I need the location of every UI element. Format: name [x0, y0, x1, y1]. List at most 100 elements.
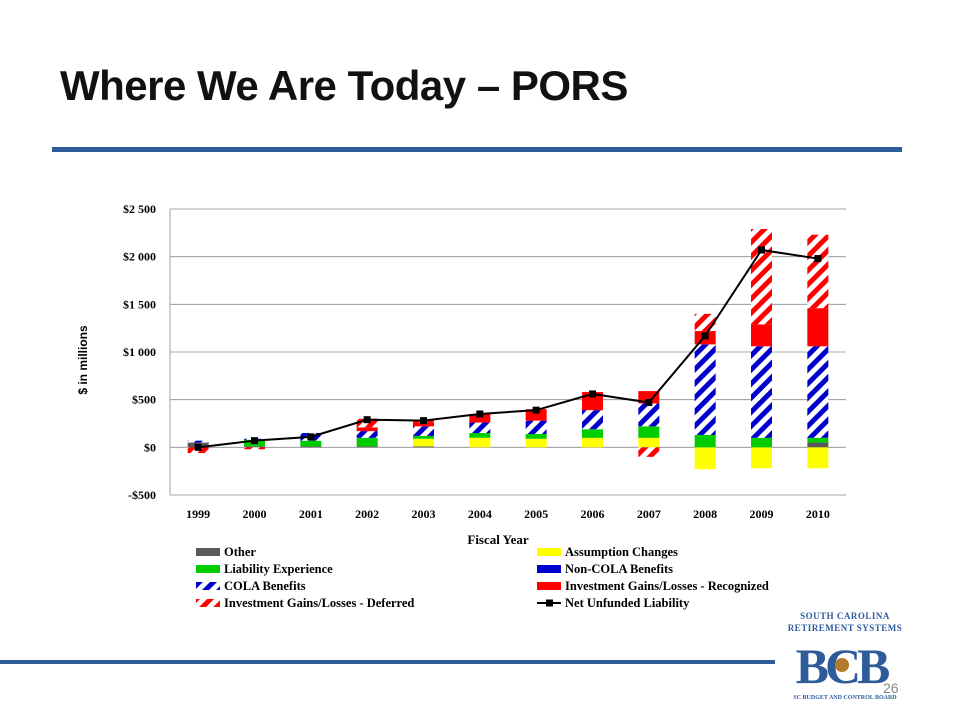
bar-segment	[694, 344, 716, 435]
net-line-marker	[251, 437, 258, 445]
net-line-marker	[645, 399, 653, 407]
bar-segment	[807, 447, 829, 469]
bar-segment	[807, 308, 829, 347]
bar-segment	[356, 437, 378, 447]
legend-label: Investment Gains/Losses - Recognized	[565, 579, 769, 593]
bar-segment	[469, 433, 491, 438]
x-tick-label: 2010	[806, 507, 830, 521]
bar-segment	[694, 313, 716, 332]
y-tick-label: $0	[144, 440, 156, 454]
bar-segment	[413, 435, 434, 439]
bar-segment	[694, 447, 716, 470]
bar-segment	[187, 440, 209, 443]
legend-swatch	[196, 548, 220, 556]
legend-label: Non-COLA Benefits	[565, 562, 673, 576]
legend-swatch	[196, 599, 220, 607]
bar-segment	[413, 422, 434, 427]
x-tick-label: 2001	[299, 507, 323, 521]
bar-segment	[469, 437, 491, 448]
bar-segment	[582, 392, 603, 411]
title-divider	[52, 147, 902, 152]
bar-segment	[356, 427, 378, 432]
legend-label: Investment Gains/Losses - Deferred	[224, 596, 414, 610]
bar-segment	[300, 440, 322, 447]
page-number: 26	[883, 680, 899, 696]
gridlines	[169, 208, 846, 496]
net-line-marker	[307, 433, 315, 441]
bar-segment	[413, 446, 434, 448]
y-tick-label: $2 000	[123, 250, 156, 264]
bar-segment	[244, 447, 265, 450]
scrs-bcb-logo: SOUTH CAROLINA RETIREMENT SYSTEMS BCB SC…	[788, 611, 903, 701]
x-axis-label: Fiscal Year	[467, 532, 528, 547]
bar-segment	[413, 426, 434, 436]
x-tick-label: 2006	[581, 507, 605, 521]
footer-divider	[0, 660, 775, 664]
x-tick-label: 2004	[468, 507, 492, 521]
logo-line2: RETIREMENT SYSTEMS	[788, 623, 903, 633]
x-tick-label: 2007	[637, 507, 661, 521]
bar-segment	[582, 410, 603, 430]
bar-segment	[638, 391, 660, 404]
y-tick-label: -$500	[128, 488, 156, 502]
y-axis-label: $ in millions	[76, 325, 90, 395]
bar-segment	[582, 429, 603, 438]
x-tick-label: 2005	[524, 507, 548, 521]
bar-segment	[300, 446, 322, 448]
x-tick-label: 2008	[693, 507, 717, 521]
legend-swatch	[537, 548, 561, 556]
net-line-marker	[758, 246, 765, 254]
x-tick-label: 2002	[355, 507, 379, 521]
logo-line3: SC BUDGET AND CONTROL BOARD	[793, 695, 897, 701]
y-tick-label: $500	[132, 393, 156, 407]
slide-title: Where We Are Today – PORS	[60, 62, 628, 109]
bar-segment	[356, 431, 378, 438]
legend: Other Assumption Changes Liability Experie…	[196, 545, 769, 610]
bar-segment	[807, 442, 829, 448]
net-line-marker	[814, 255, 822, 263]
y-tick-label: $1 000	[123, 345, 156, 359]
x-tick-label: 2009	[750, 507, 774, 521]
y-tick-label: $1 500	[123, 297, 156, 311]
state-emblem-icon	[835, 658, 849, 672]
net-line-path	[198, 248, 818, 449]
net-line-marker	[420, 417, 427, 425]
bar-segment	[751, 229, 772, 325]
legend-swatch	[537, 582, 561, 590]
bar-segment	[638, 437, 660, 448]
legend-swatch	[537, 565, 561, 573]
legend-label: COLA Benefits	[224, 579, 306, 593]
bar-segment	[469, 422, 491, 434]
bars	[187, 229, 829, 470]
net-line-marker	[194, 443, 202, 451]
bar-segment	[694, 434, 716, 448]
bar-segment	[582, 437, 603, 448]
legend-swatch	[196, 582, 220, 590]
bar-segment	[525, 433, 547, 439]
bar-segment	[751, 447, 772, 469]
net-line-marker	[476, 410, 484, 418]
legend-label: Net Unfunded Liability	[565, 596, 690, 610]
bar-segment	[638, 447, 660, 457]
legend-swatch	[196, 565, 220, 573]
legend-label: Assumption Changes	[565, 545, 678, 559]
legend-label: Liability Experience	[224, 562, 333, 576]
net-line-marker	[701, 332, 709, 340]
bar-segment	[807, 346, 829, 438]
x-tick-labels: 1999 2000 2001 2002 2003 2004 2005 2006 2007 2008…	[186, 507, 830, 521]
legend-label: Other	[224, 545, 256, 559]
net-line-marker	[589, 390, 596, 398]
bar-segment	[356, 446, 378, 448]
bar-segment	[525, 409, 547, 421]
bar-segment	[469, 413, 491, 423]
bar-segment	[751, 437, 772, 448]
bar-segment	[244, 446, 265, 448]
net-line-marker	[363, 416, 371, 424]
bar-segment	[807, 437, 829, 443]
legend-line-marker	[546, 599, 553, 607]
logo-line1: SOUTH CAROLINA	[800, 611, 890, 621]
x-tick-label: 1999	[186, 507, 210, 521]
net-unfunded-line	[194, 246, 822, 451]
net-line-marker	[532, 406, 540, 414]
